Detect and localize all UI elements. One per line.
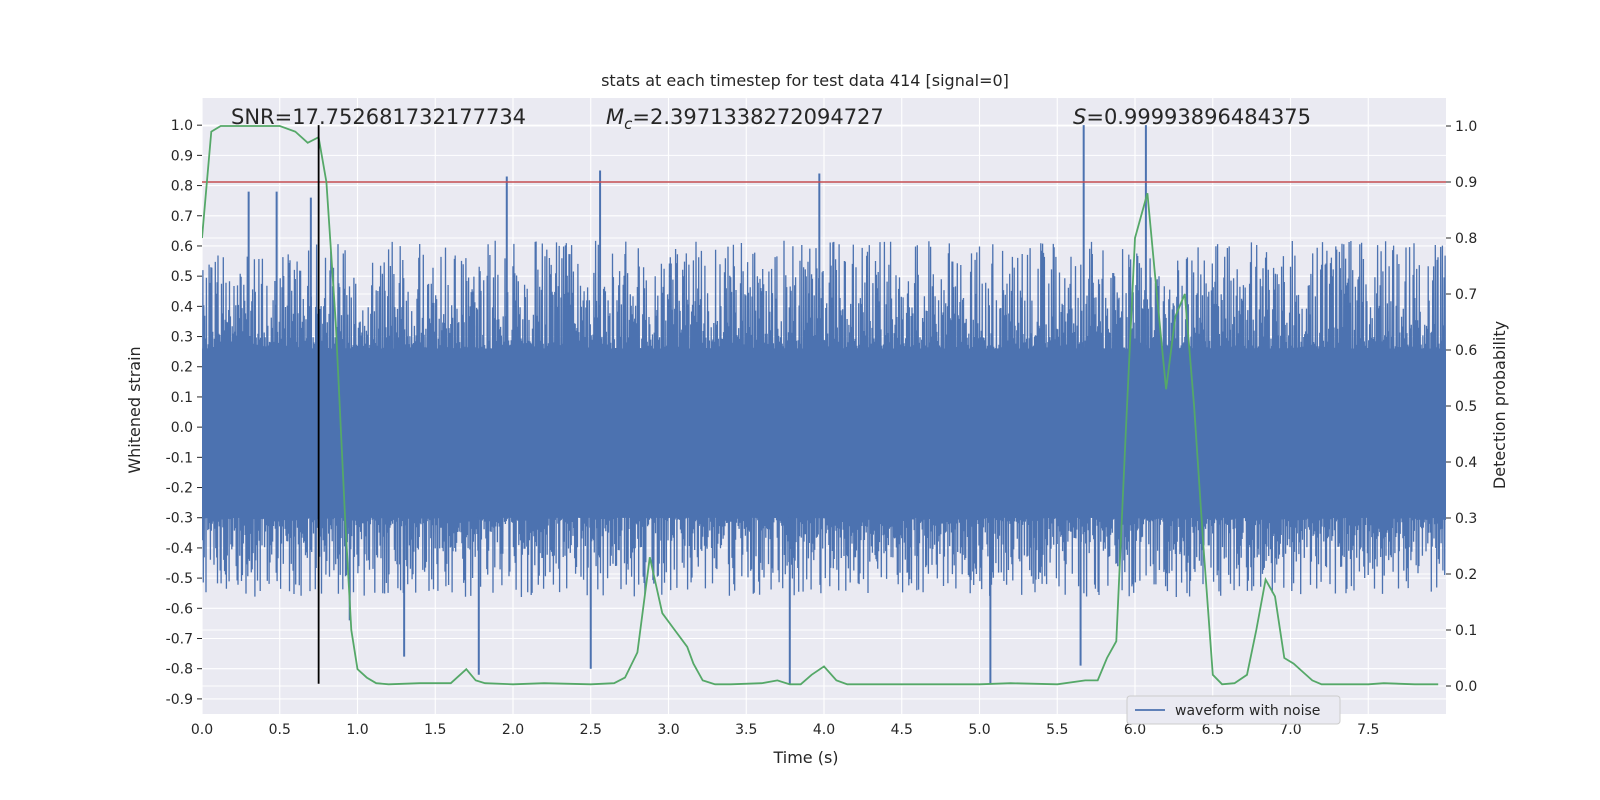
- mc-subscript: c: [624, 115, 633, 133]
- y-tick-label: -0.9: [166, 692, 193, 708]
- x-tick-label: 4.5: [891, 722, 913, 738]
- x-tick-label: 6.5: [1202, 722, 1224, 738]
- x-tick-label: 7.0: [1279, 722, 1301, 738]
- y-axis-label: Whitened strain: [125, 346, 144, 473]
- y-tick-label: -0.2: [166, 481, 193, 497]
- y-tick-label: -0.1: [166, 450, 193, 466]
- x-axis-label: Time (s): [772, 748, 838, 767]
- y-tick-label: 0.0: [171, 420, 193, 436]
- y2-tick-label: 1.0: [1455, 119, 1477, 135]
- y2-tick-label: 0.7: [1455, 287, 1477, 303]
- x-tick-label: 0.0: [191, 722, 213, 738]
- s-symbol: S: [1073, 105, 1086, 129]
- x-tick-label: 0.5: [269, 722, 291, 738]
- y2-tick-label: 0.4: [1455, 455, 1477, 471]
- y-tick-label: 0.6: [171, 239, 193, 255]
- waveform-core-band: [202, 348, 1446, 518]
- axes: 0.0 0.5 1.0 1.5 2.0 2.5 3.0 3.5 4.0 4.5 5.0 5.5 6.0 6…: [166, 118, 1478, 738]
- y2-tick-label: 0.1: [1455, 623, 1477, 639]
- y2-tick-label: 0.5: [1455, 399, 1477, 415]
- y-tick-label: -0.8: [166, 662, 193, 678]
- x-tick-label: 1.0: [346, 722, 368, 738]
- y-tick-label: 0.4: [171, 299, 193, 315]
- x-tick-label: 4.0: [813, 722, 835, 738]
- y-tick-label: 0.1: [171, 390, 193, 406]
- legend-entry-waveform: waveform with noise: [1175, 703, 1320, 719]
- plot-content: [202, 125, 1446, 686]
- y-tick-label: 0.7: [171, 209, 193, 225]
- chart-title: stats at each timestep for test data 414…: [601, 71, 1009, 90]
- y-tick-label: -0.6: [166, 601, 193, 617]
- x-tick-label: 3.5: [735, 722, 757, 738]
- y-tick-label: 0.8: [171, 179, 193, 195]
- y-tick-label: 1.0: [171, 118, 193, 134]
- y2-axis-label: Detection probability: [1490, 321, 1509, 489]
- legend: waveform with noise: [1126, 695, 1341, 725]
- y-tick-label: -0.5: [166, 571, 193, 587]
- x-tick-label: 7.5: [1357, 722, 1379, 738]
- legend-box: [1126, 695, 1341, 725]
- s-value: =0.99993896484375: [1086, 105, 1311, 129]
- snr-annotation: SNR=17.752681732177734: [231, 105, 526, 129]
- x-tick-label: 3.0: [657, 722, 679, 738]
- y-tick-label: 0.9: [171, 148, 193, 164]
- y-tick-label: -0.3: [166, 511, 193, 527]
- y-tick-label: -0.7: [166, 632, 193, 648]
- y2-tick-label: 0.3: [1455, 511, 1477, 527]
- x-tick-label: 2.0: [502, 722, 524, 738]
- x-tick-label: 2.5: [580, 722, 602, 738]
- y2-tick-label: 0.9: [1455, 175, 1477, 191]
- y-tick-label: 0.5: [171, 269, 193, 285]
- x-tick-label: 1.5: [424, 722, 446, 738]
- y2-tick-label: 0.6: [1455, 343, 1477, 359]
- mc-value: =2.3971338272094727: [632, 105, 883, 129]
- y-tick-label: -0.4: [166, 541, 193, 557]
- x-tick-label: 5.5: [1046, 722, 1068, 738]
- mc-symbol: M: [606, 105, 624, 129]
- y2-tick-label: 0.2: [1455, 567, 1477, 583]
- detection-probability-line: [202, 125, 1439, 686]
- y-tick-label: 0.2: [171, 360, 193, 376]
- y-tick-label: 0.3: [171, 330, 193, 346]
- y2-tick-label: 0.8: [1455, 231, 1477, 247]
- y2-tick-label: 0.0: [1455, 679, 1477, 695]
- x-tick-label: 6.0: [1124, 722, 1146, 738]
- chirp-mass-annotation: Mc=2.3971338272094727: [606, 105, 884, 133]
- x-tick-label: 5.0: [968, 722, 990, 738]
- score-annotation: S=0.99993896484375: [1073, 105, 1311, 129]
